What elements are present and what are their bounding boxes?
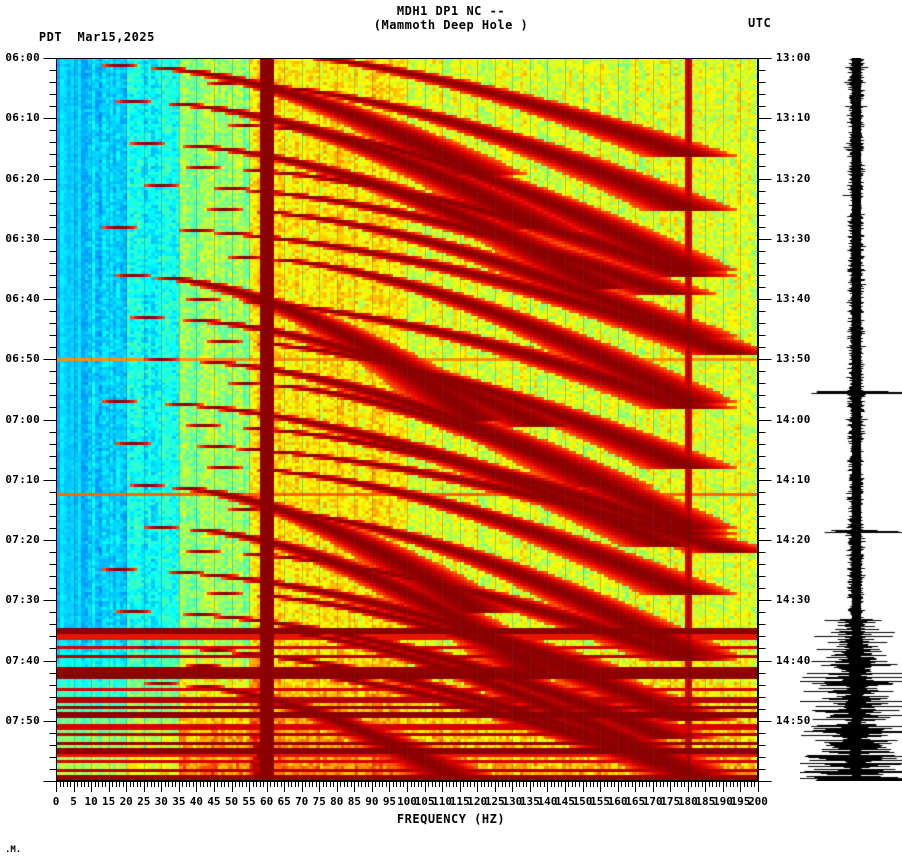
frequency-tick-label: 120 <box>467 795 488 808</box>
corner-mark: .M. <box>5 845 22 855</box>
left-time-label: 07:20 <box>5 533 40 546</box>
frequency-tick-label: 90 <box>365 795 379 808</box>
frequency-tick-label: 140 <box>537 795 558 808</box>
left-time-label: 07:50 <box>5 713 40 727</box>
frequency-tick-label: 185 <box>695 795 716 808</box>
frequency-tick-label: 20 <box>119 795 133 808</box>
header-date: Mar15,2025 <box>77 30 155 44</box>
spectrogram-canvas[interactable] <box>56 58 758 781</box>
frequency-tick-label: 170 <box>642 795 663 808</box>
frequency-tick-label: 25 <box>137 795 151 808</box>
frequency-tick-label: 95 <box>382 795 397 808</box>
frequency-tick-label: 35 <box>172 795 186 808</box>
frequency-tick-label: 50 <box>224 795 239 808</box>
frequency-tick-label: 175 <box>660 795 681 808</box>
frequency-tick-label: 40 <box>189 795 204 808</box>
frequency-tick-label: 200 <box>748 795 768 808</box>
left-time-label: 06:10 <box>5 111 40 125</box>
header-timezone-utc: UTC <box>748 16 772 30</box>
left-time-label: 07:30 <box>5 593 40 607</box>
frequency-tick-label: 110 <box>432 795 453 808</box>
frequency-tick-label: 15 <box>102 795 116 808</box>
frequency-tick-label: 30 <box>154 795 168 808</box>
frequency-tick-label: 60 <box>259 795 274 808</box>
frequency-tick-label: 180 <box>677 795 698 808</box>
frequency-tick-label: 135 <box>519 795 540 808</box>
frequency-tick-label: 55 <box>242 795 256 808</box>
frequency-tick-label: 190 <box>712 795 733 808</box>
frequency-tick-label: 145 <box>555 795 575 808</box>
frequency-tick-label: 75 <box>312 795 326 808</box>
left-time-label: 06:50 <box>5 352 40 366</box>
left-time-axis <box>43 58 57 782</box>
right-time-axis <box>758 58 772 782</box>
frequency-tick-label: 115 <box>449 795 470 808</box>
frequency-tick-label: 125 <box>484 795 505 808</box>
frequency-tick-label: 10 <box>84 795 98 808</box>
seismogram-canvas <box>800 58 902 781</box>
page-title: MDH1 DP1 NC -- <box>396 4 506 18</box>
frequency-tick-label: 45 <box>207 795 221 808</box>
x-axis-title: FREQUENCY (HZ) <box>396 812 506 826</box>
seismogram-panel <box>800 58 902 781</box>
frequency-tick-label: 150 <box>572 795 593 808</box>
left-time-label: 06:20 <box>5 171 40 185</box>
header-left-timezone-date: PDT Mar15,2025 <box>8 16 155 58</box>
page-subtitle: (Mammoth Deep Hole ) <box>373 18 529 32</box>
left-time-label: 06:40 <box>5 292 40 305</box>
frequency-tick-label: 70 <box>295 795 309 808</box>
left-time-label: 06:30 <box>5 231 40 245</box>
frequency-tick-label: 85 <box>347 795 361 808</box>
frequency-tick-label: 130 <box>502 795 523 808</box>
left-time-label: 07:00 <box>5 412 40 426</box>
header-timezone-pdt: PDT <box>38 30 63 44</box>
frequency-tick-label: 0 <box>52 795 60 808</box>
frequency-tick-label: 5 <box>70 795 77 808</box>
frequency-tick-label: 65 <box>277 795 291 808</box>
frequency-tick-label: 105 <box>414 795 435 808</box>
left-time-label: 07:40 <box>5 653 40 667</box>
frequency-tick-label: 155 <box>590 795 610 808</box>
left-time-label: 06:00 <box>5 51 40 64</box>
frequency-tick-label: 160 <box>607 795 628 808</box>
frequency-tick-label: 100 <box>397 795 417 808</box>
frequency-tick-label: 195 <box>730 795 751 808</box>
frequency-tick-label: 80 <box>330 795 344 808</box>
left-time-label: 07:10 <box>5 472 40 486</box>
spectrogram-plot[interactable] <box>56 58 758 781</box>
frequency-axis-ticks <box>56 781 759 792</box>
frequency-tick-label: 165 <box>625 795 646 808</box>
